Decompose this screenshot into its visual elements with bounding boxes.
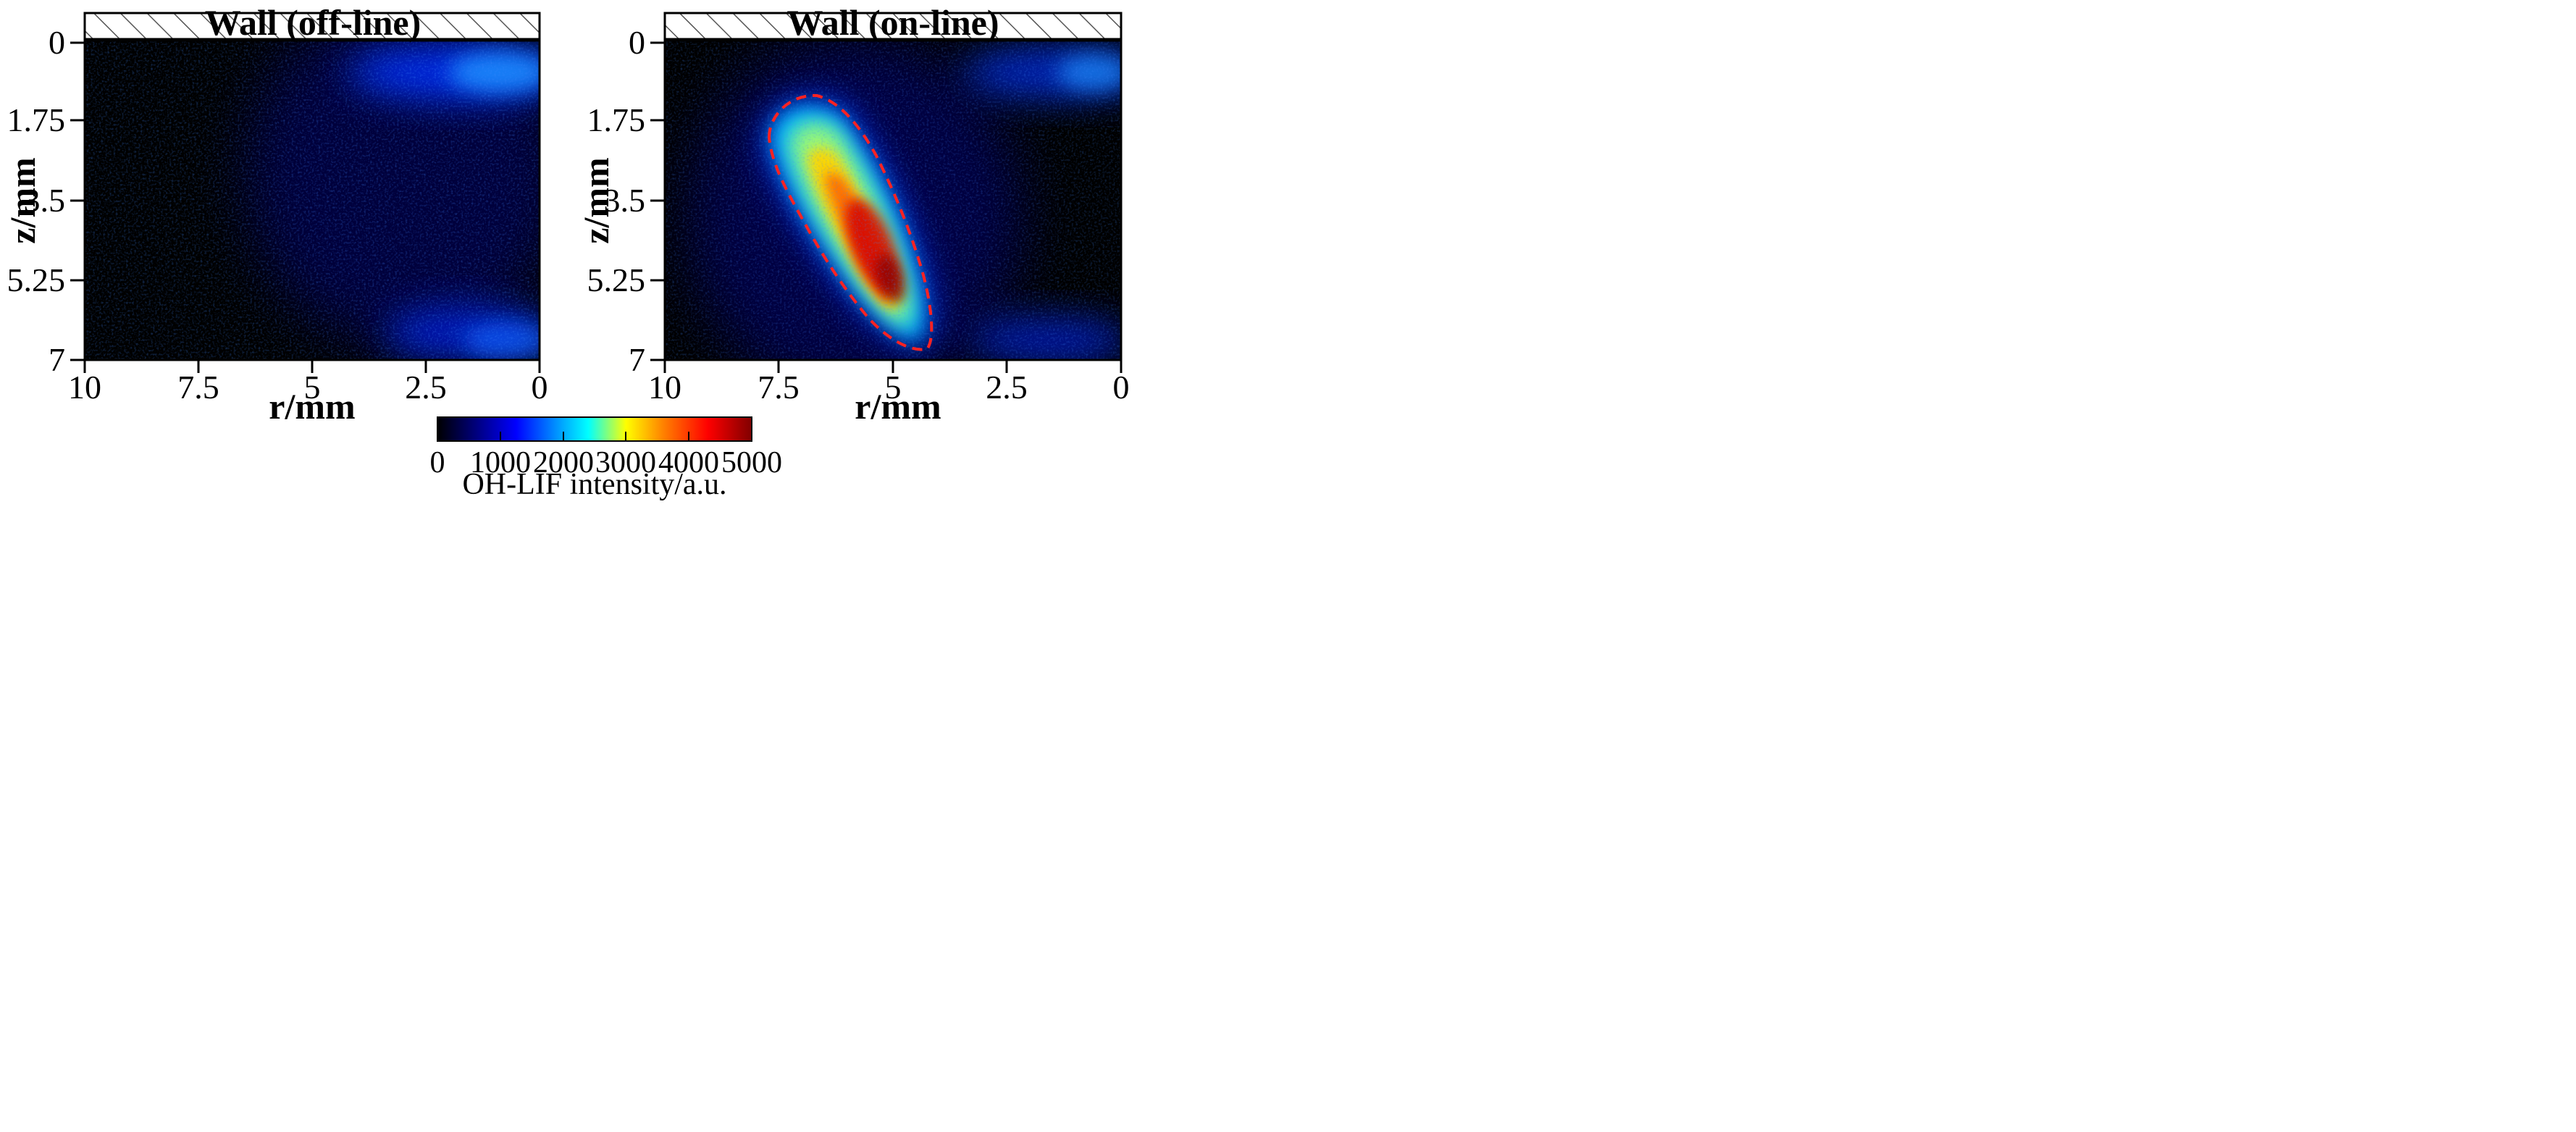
y-axis-label: z/mm	[576, 157, 616, 243]
y-tick-label: 5.25	[587, 261, 646, 298]
y-tick-label: 7	[49, 341, 65, 378]
x-tick-label: 7.5	[758, 369, 800, 406]
x-tick-label: 10	[68, 369, 101, 406]
y-tick-label: 0	[629, 24, 645, 61]
colorbar-gradient	[437, 416, 752, 442]
x-tick-label: 5	[885, 369, 902, 406]
x-tick-label: 2.5	[405, 369, 447, 406]
colorbar-ticks: 0 1000 2000 3000 4000 5000	[430, 432, 782, 479]
x-axis-label: r/mm	[855, 386, 941, 427]
wall-label: Wall (off-line)	[205, 2, 421, 43]
wall-hatch	[83, 12, 541, 41]
colorbar-tick-label: 5000	[721, 446, 782, 479]
y-tick-label: 1.75	[7, 101, 66, 138]
wall-hatch	[663, 12, 1123, 41]
x-tick-label: 0	[532, 369, 548, 406]
colorbar-tick-label: 4000	[658, 446, 719, 479]
x-tick-label: 7.5	[177, 369, 219, 406]
x-tick-label: 10	[648, 369, 681, 406]
y-tick-label: 1.75	[587, 101, 646, 138]
x-tick-label: 2.5	[986, 369, 1028, 406]
flame-outline-dashed	[767, 93, 934, 351]
x-axis-label: r/mm	[269, 386, 355, 427]
wall-label: Wall (on-line)	[786, 2, 999, 43]
colorbar: 0 1000 2000 3000 4000 5000 OH-LIF intens…	[430, 416, 782, 501]
colorbar-tick-label: 2000	[533, 446, 594, 479]
y-axis-ticks: 0 1.75 3.5 5.25 7	[7, 24, 85, 378]
y-tick-label: 3.5	[604, 182, 646, 219]
colorbar-tick-label: 3000	[595, 446, 656, 479]
y-axis-ticks: 0 1.75 3.5 5.25 7	[587, 24, 665, 378]
colorbar-label: OH-LIF intensity/a.u.	[462, 468, 726, 501]
heatmap-intensity-field	[85, 41, 540, 360]
y-tick-label: 3.5	[24, 182, 66, 219]
x-tick-label: 0	[1113, 369, 1130, 406]
heatmap-panel-off-line: Wall (off-line) 0 1.75 3.5 5.25 7 z/mm 1…	[2, 2, 548, 427]
heatmap-intensity-field	[665, 41, 1121, 360]
x-axis-ticks: 10 7.5 5 2.5 0	[648, 360, 1130, 406]
x-tick-label: 5	[304, 369, 321, 406]
heatmap-panel-on-line: Wall (on-line) 0 1.75 3.5 5.25 7 z/mm 10…	[576, 2, 1130, 427]
colorbar-tick-label: 0	[430, 446, 445, 479]
y-axis-label: z/mm	[2, 157, 43, 243]
colorbar-tick-label: 1000	[470, 446, 531, 479]
y-tick-label: 0	[49, 24, 65, 61]
x-axis-ticks: 10 7.5 5 2.5 0	[68, 360, 548, 406]
y-tick-label: 5.25	[7, 261, 66, 298]
y-tick-label: 7	[629, 341, 645, 378]
